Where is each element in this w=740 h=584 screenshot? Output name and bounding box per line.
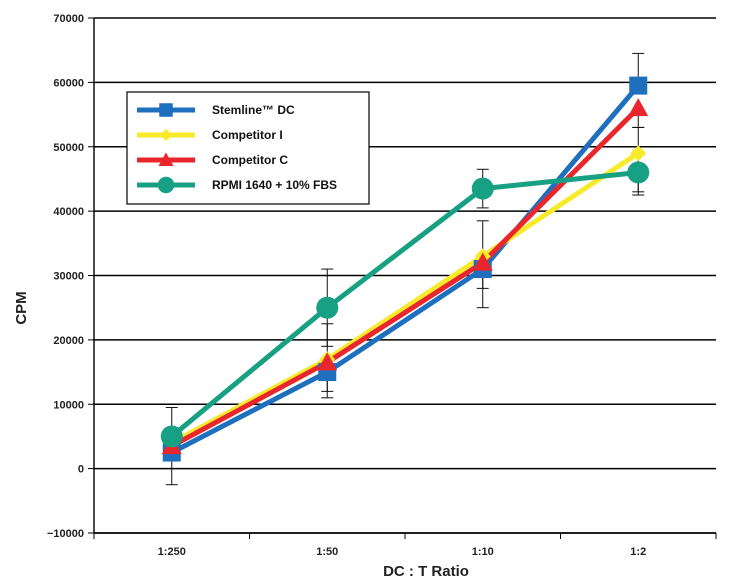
series-lines <box>170 83 641 455</box>
x-axis-label: DC : T Ratio <box>383 563 469 580</box>
legend-label: RPMI 1640 + 10% FBS <box>212 178 337 192</box>
x-tick-label: 1:2 <box>630 546 646 558</box>
data-point <box>472 252 493 271</box>
y-tick-labels: −10000 0 10000 20000 30000 40000 50000 60000 700… <box>47 13 84 540</box>
legend-marker <box>157 176 175 194</box>
series-line-1 <box>170 151 640 446</box>
axes <box>88 17 717 539</box>
x-tick-labels: 1:250 1:50 1:10 1:2 <box>158 546 647 558</box>
y-tick-label: 0 <box>78 464 84 476</box>
legend-marker <box>158 152 174 166</box>
y-tick-label: 10000 <box>53 399 84 411</box>
legend: Stemline™ DC Competitor I Competitor C RPMI… <box>126 91 370 205</box>
series-line-0 <box>170 83 641 455</box>
series-markers <box>160 76 650 462</box>
y-tick-label: 40000 <box>53 206 84 218</box>
data-point <box>471 177 494 200</box>
data-point <box>160 425 183 448</box>
y-tick-label: 70000 <box>53 13 84 25</box>
y-tick-label: 30000 <box>53 271 84 283</box>
legend-label: Stemline™ DC <box>212 103 295 117</box>
legend-marker <box>160 129 172 141</box>
series-line-3 <box>170 170 639 439</box>
y-tick-label: 20000 <box>53 335 84 347</box>
data-point <box>627 161 650 184</box>
data-point <box>628 98 649 117</box>
data-point <box>316 296 339 319</box>
x-tick-label: 1:250 <box>158 546 186 558</box>
data-point <box>317 352 338 371</box>
x-tick-label: 1:10 <box>472 546 494 558</box>
y-tick-label: 60000 <box>53 77 84 89</box>
y-tick-label: −10000 <box>47 528 84 540</box>
y-tick-label: 50000 <box>53 142 84 154</box>
data-point <box>629 76 648 95</box>
error-bars <box>165 52 645 486</box>
series-line-2 <box>170 106 641 449</box>
data-point <box>630 145 647 162</box>
legend-label: Competitor I <box>212 128 283 142</box>
legend-label: Competitor C <box>212 153 288 167</box>
x-tick-label: 1:50 <box>316 546 338 558</box>
y-axis-label: CPM <box>13 291 30 324</box>
legend-marker <box>159 103 173 117</box>
